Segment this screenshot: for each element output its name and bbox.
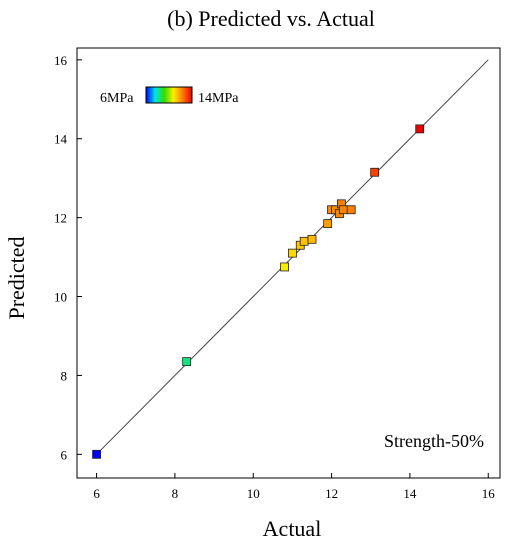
- data-point: [415, 124, 425, 134]
- data-point: [323, 219, 333, 228]
- chart-title: (b) Predicted vs. Actual: [167, 6, 375, 31]
- x-tick-label: 8: [172, 486, 179, 501]
- y-tick-label: 14: [54, 132, 68, 147]
- data-point: [280, 262, 289, 272]
- y-axis-label: Predicted: [4, 236, 29, 319]
- y-tick-label: 10: [54, 290, 67, 305]
- y-tick-label: 16: [54, 53, 68, 68]
- data-points: [92, 124, 425, 459]
- plot-frame: [76, 47, 501, 479]
- colorbar-max-label: 14MPa: [198, 91, 239, 106]
- x-tick-label: 12: [325, 486, 338, 501]
- data-point: [338, 205, 348, 215]
- x-tick-label: 6: [93, 486, 100, 501]
- y-tick-label: 6: [61, 447, 68, 462]
- y-tick-label: 12: [54, 211, 67, 226]
- x-tick-label: 14: [403, 486, 417, 501]
- data-point: [370, 167, 380, 177]
- x-axis-label: Actual: [263, 516, 322, 541]
- data-point: [288, 248, 297, 258]
- y-tick-label: 8: [61, 368, 68, 383]
- axis-ticks: 6 8 10 12 14 16 6 8 10 12 14 16: [54, 53, 495, 501]
- x-tick-label: 10: [247, 486, 260, 501]
- x-tick-label: 16: [482, 486, 496, 501]
- colorbar: [145, 86, 193, 104]
- data-point: [307, 234, 317, 244]
- data-point: [346, 205, 356, 215]
- data-point: [182, 357, 192, 367]
- colorbar-min-label: 6MPa: [100, 91, 134, 106]
- strength-annotation: Strength-50%: [384, 431, 484, 451]
- data-point: [92, 449, 101, 459]
- data-point: [299, 236, 309, 246]
